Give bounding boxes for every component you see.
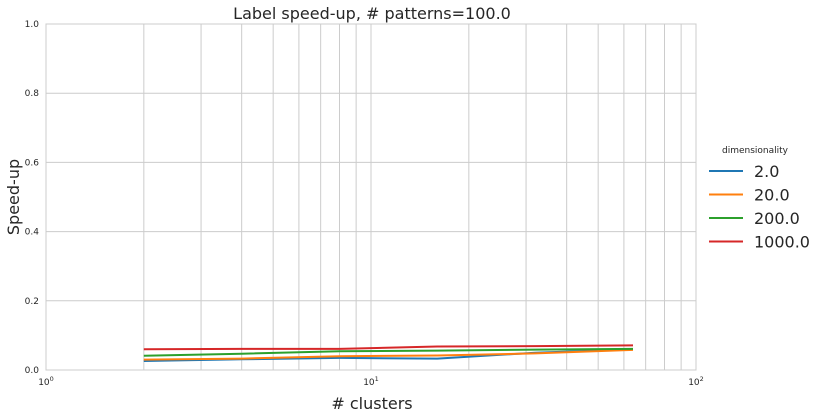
y-tick-label: 0.0: [25, 366, 40, 376]
x-tick-label: 102: [688, 375, 704, 388]
x-tick-label: 101: [363, 375, 379, 388]
x-axis-label: # clusters: [331, 394, 412, 413]
x-tick-base: 10: [363, 378, 375, 388]
x-tick-base: 10: [688, 378, 700, 388]
series-line-3: [143, 344, 634, 351]
y-tick-label: 0.2: [25, 297, 39, 307]
y-tick-label: 1.0: [25, 20, 40, 30]
legend-label-2: 200.0: [754, 209, 800, 228]
series-line-1: [143, 348, 634, 361]
x-tick-exponent: 1: [375, 375, 379, 383]
y-tick-label: 0.6: [25, 158, 40, 168]
x-tick-base: 10: [38, 378, 50, 388]
x-tick-label: 100: [38, 375, 54, 388]
legend-label-3: 1000.0: [754, 233, 810, 252]
legend-title: dimensionality: [722, 146, 789, 156]
legend: dimensionality 2.0 20.0 200.0 1000.0: [709, 146, 810, 252]
x-tick-exponent: 0: [50, 375, 54, 383]
legend-label-1: 20.0: [754, 186, 790, 205]
x-tick-exponent: 2: [700, 375, 704, 383]
series-line-2: [143, 347, 634, 357]
y-tick-label: 0.8: [25, 89, 40, 99]
y-axis-label: Speed-up: [4, 159, 23, 235]
legend-label-0: 2.0: [754, 162, 779, 181]
chart-title: Label speed-up, # patterns=100.0: [233, 4, 511, 23]
y-tick-label: 0.4: [25, 228, 40, 238]
